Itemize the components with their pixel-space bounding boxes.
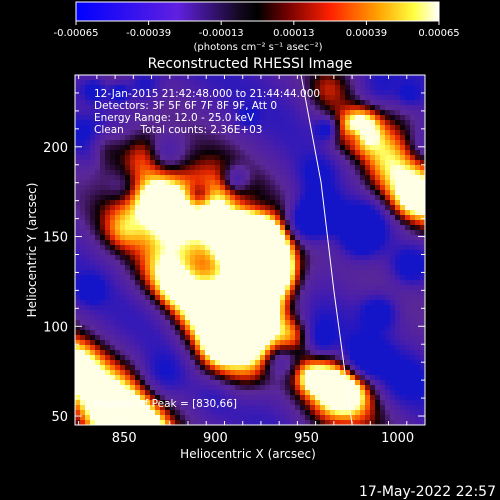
clean-counts-text: Clean Total counts: 2.36E+03: [94, 124, 263, 136]
y-tick-label: 50: [51, 410, 68, 425]
x-tick-label: 900: [203, 431, 228, 446]
energy-range-text: Energy Range: 12.0 - 25.0 keV: [94, 112, 255, 124]
y-axis-label: Heliocentric Y (arcsec): [25, 183, 39, 318]
solar-limb-curve: [300, 75, 353, 425]
y-axis: 50 100 150 200: [43, 74, 425, 425]
annotation-block: 12-Jan-2015 21:42:48.000 to 21:44:44.000…: [94, 88, 320, 410]
time-range-text: 12-Jan-2015 21:42:48.000 to 21:44:44.000: [94, 88, 320, 100]
colorbar-tick-label: 0.00065: [418, 28, 459, 39]
plot-frame: [74, 74, 426, 426]
colorbar-tick-label: -0.00013: [199, 28, 244, 39]
colorbar: -0.00065 -0.00039 -0.00013 0.00013 0.00039 0.…: [54, 1, 460, 53]
x-tick-label: 1000: [381, 431, 414, 446]
rhessi-image: [75, 75, 425, 425]
colorbar-tick-label: -0.00039: [126, 28, 171, 39]
x-axis: 850 900 950 1000: [78, 75, 426, 446]
x-axis-label: Heliocentric X (arcsec): [180, 447, 316, 461]
y-tick-label: 200: [43, 141, 68, 156]
x-tick-label: 850: [112, 431, 137, 446]
y-tick-label: 100: [43, 320, 68, 335]
plot-title: Reconstructed RHESSI Image: [148, 56, 353, 72]
colorbar-tick-label: -0.00065: [54, 28, 99, 39]
peak-position-text: Position of Peak = [830,66]: [94, 398, 237, 410]
footer-timestamp: 17-May-2022 22:57: [359, 484, 496, 500]
colorbar-tick-label: 0.00039: [346, 28, 387, 39]
x-tick-label: 950: [294, 431, 319, 446]
y-tick-label: 150: [43, 231, 68, 246]
detectors-text: Detectors: 3F 5F 6F 7F 8F 9F, Att 0: [94, 100, 277, 112]
colorbar-units-label: (photons cm⁻² s⁻¹ asec⁻²): [193, 42, 322, 53]
colorbar-tick-label: 0.00013: [273, 28, 314, 39]
colorbar-gradient: [75, 1, 440, 22]
